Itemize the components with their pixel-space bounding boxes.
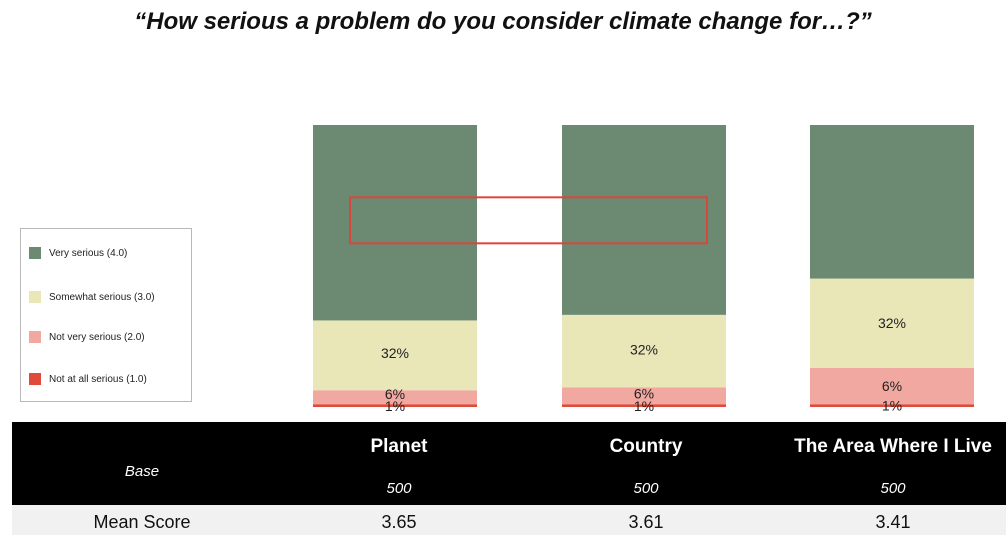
data-label-country-not-very-serious: 6% (634, 386, 654, 402)
legend: Very serious (4.0) Somewhat serious (3.0… (20, 228, 192, 402)
bar-segment-planet-not-at-all-serious (313, 404, 477, 407)
data-label-planet-somewhat-serious: 32% (381, 345, 409, 361)
column-header-planet: Planet (370, 436, 428, 457)
legend-swatch (29, 331, 41, 343)
base-value-planet: 500 (386, 480, 412, 497)
column-header-country: Country (609, 436, 683, 457)
bar-segment-area-very-serious (810, 125, 974, 279)
bar-segment-area-not-very-serious (810, 367, 974, 405)
legend-swatch (29, 247, 41, 259)
legend-label: Not very serious (2.0) (49, 331, 145, 343)
data-label-area-somewhat-serious: 32% (878, 315, 906, 331)
bar-segment-country-somewhat-serious (562, 314, 726, 388)
mean-score-row: Mean Score 3.65 3.61 3.41 (12, 505, 1006, 535)
column-header-area: The Area Where I Live (794, 436, 992, 457)
mean-score-planet: 3.65 (381, 512, 417, 532)
base-table-header: Base Planet Country The Area Where I Liv… (12, 422, 1006, 505)
mean-score-label: Mean Score (93, 512, 191, 532)
bar-segment-planet-somewhat-serious (313, 320, 477, 391)
bar-segment-area-not-at-all-serious (810, 404, 974, 407)
legend-label: Not at all serious (1.0) (49, 373, 147, 385)
bar-segment-country-not-very-serious (562, 387, 726, 405)
legend-label: Somewhat serious (3.0) (49, 291, 155, 303)
legend-item-somewhat-serious: Somewhat serious (3.0) (29, 291, 155, 303)
base-row-label: Base (124, 463, 160, 480)
bar-segment-planet-very-serious (313, 125, 477, 321)
stacked-bar-chart: 1%6%32%1%6%32%1%6%32% (313, 125, 974, 414)
data-label-area-not-at-all-serious: 1% (882, 398, 902, 414)
base-value-country: 500 (633, 480, 659, 497)
mean-score-country: 3.61 (628, 512, 664, 532)
bar-segment-country-not-at-all-serious (562, 404, 726, 407)
bar-segment-area-somewhat-serious (810, 278, 974, 368)
data-label-country-somewhat-serious: 32% (630, 342, 658, 358)
bar-segment-country-very-serious (562, 125, 726, 315)
data-label-planet-not-very-serious: 6% (385, 386, 405, 402)
legend-swatch (29, 291, 41, 303)
legend-item-very-serious: Very serious (4.0) (29, 247, 127, 259)
legend-item-not-at-all-serious: Not at all serious (1.0) (29, 373, 147, 385)
base-value-area: 500 (880, 480, 906, 497)
legend-label: Very serious (4.0) (49, 247, 128, 259)
mean-score-area: 3.41 (875, 512, 911, 532)
bar-segment-planet-not-very-serious (313, 390, 477, 405)
data-label-area-not-very-serious: 6% (882, 378, 902, 394)
data-label-country-not-at-all-serious: 1% (634, 398, 654, 414)
legend-item-not-very-serious: Not very serious (2.0) (29, 331, 145, 343)
legend-swatch (29, 373, 41, 385)
data-label-planet-not-at-all-serious: 1% (385, 398, 405, 414)
chart-title: “How serious a problem do you consider c… (134, 8, 872, 35)
highlight-box (349, 196, 708, 245)
